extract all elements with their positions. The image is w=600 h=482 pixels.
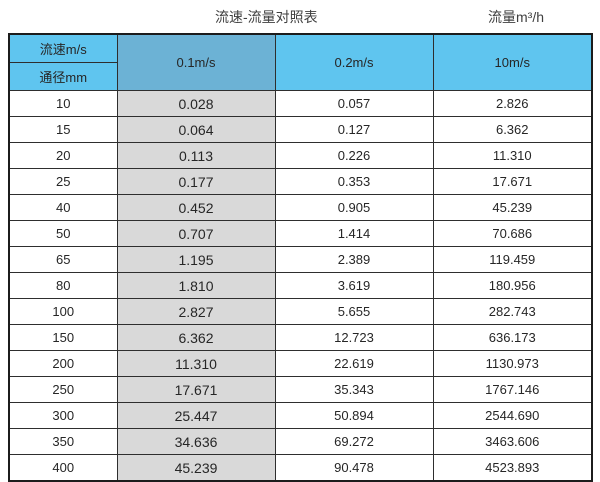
diameter-cell: 40 [8,194,118,221]
diameter-cell: 200 [8,350,118,377]
flow-0.2ms-cell: 12.723 [274,324,434,351]
diameter-cell: 15 [8,116,118,143]
diameter-cell: 20 [8,142,118,169]
flow-0.2ms-cell: 0.353 [274,168,434,195]
flow-0.1ms-cell: 0.113 [116,142,276,169]
flow-0.1ms-cell: 45.239 [116,454,276,482]
flow-10ms-cell: 45.239 [432,194,593,221]
table-header: 流速m/s 0.1m/s 0.2m/s 10m/s 通径mm [8,33,593,91]
flow-10ms-cell: 11.310 [432,142,593,169]
table-row: 10 0.028 0.057 2.826 [8,90,593,117]
flow-0.2ms-cell: 22.619 [274,350,434,377]
table-body: 10 0.028 0.057 2.826 15 0.064 0.127 6.362 20 0.11… [8,90,593,482]
diameter-cell: 50 [8,220,118,247]
header-row-1: 流速m/s 0.1m/s 0.2m/s 10m/s [8,33,593,91]
table-row: 250 17.671 35.343 1767.146 [8,376,593,403]
flow-10ms-cell: 4523.893 [432,454,593,482]
diameter-cell: 100 [8,298,118,325]
flow-10ms-cell: 1767.146 [432,376,593,403]
header-row-2: 通径mm [8,62,592,91]
flow-0.2ms-cell: 0.127 [274,116,434,143]
diameter-cell: 350 [8,428,118,455]
table-row: 20 0.113 0.226 11.310 [8,142,593,169]
diameter-cell: 10 [8,90,118,117]
flow-0.1ms-cell: 0.177 [116,168,276,195]
title-bar: 流速-流量对照表 流量m³/h [0,0,600,33]
flow-0.2ms-cell: 0.905 [274,194,434,221]
diameter-cell: 400 [8,454,118,482]
flow-0.1ms-cell: 11.310 [116,350,276,377]
header-col-10ms: 10m/s [432,33,593,91]
table-row: 150 6.362 12.723 636.173 [8,324,593,351]
table-row: 300 25.447 50.894 2544.690 [8,402,593,429]
table-row: 350 34.636 69.272 3463.606 [8,428,593,455]
table-row: 50 0.707 1.414 70.686 [8,220,593,247]
flow-0.1ms-cell: 25.447 [116,402,276,429]
flow-10ms-cell: 2.826 [432,90,593,117]
flow-0.1ms-cell: 2.827 [116,298,276,325]
flow-0.1ms-cell: 1.195 [116,246,276,273]
flow-0.2ms-cell: 1.414 [274,220,434,247]
table-row: 400 45.239 90.478 4523.893 [8,454,593,482]
flow-0.2ms-cell: 69.272 [274,428,434,455]
flow-0.1ms-cell: 6.362 [116,324,276,351]
flow-0.1ms-cell: 17.671 [116,376,276,403]
table-row: 15 0.064 0.127 6.362 [8,116,593,143]
flow-10ms-cell: 2544.690 [432,402,593,429]
flow-0.2ms-cell: 50.894 [274,402,434,429]
flow-0.2ms-cell: 0.226 [274,142,434,169]
flow-0.1ms-cell: 0.028 [116,90,276,117]
flow-10ms-cell: 282.743 [432,298,593,325]
diameter-cell: 65 [8,246,118,273]
flow-10ms-cell: 3463.606 [432,428,593,455]
flow-0.2ms-cell: 35.343 [274,376,434,403]
table-row: 200 11.310 22.619 1130.973 [8,350,593,377]
table-row: 25 0.177 0.353 17.671 [8,168,593,195]
flow-10ms-cell: 70.686 [432,220,593,247]
table-row: 100 2.827 5.655 282.743 [8,298,593,325]
flow-10ms-cell: 636.173 [432,324,593,351]
flow-rate-table: 流速m/s 0.1m/s 0.2m/s 10m/s 通径mm 10 0.028 0.… [8,33,593,482]
table-row: 40 0.452 0.905 45.239 [8,194,593,221]
header-velocity-label: 流速m/s [8,33,118,63]
flow-10ms-cell: 6.362 [432,116,593,143]
flow-0.2ms-cell: 2.389 [274,246,434,273]
flow-0.2ms-cell: 90.478 [274,454,434,482]
diameter-cell: 150 [8,324,118,351]
flow-0.1ms-cell: 0.064 [116,116,276,143]
header-col-0.1ms: 0.1m/s [116,33,276,91]
flow-10ms-cell: 17.671 [432,168,593,195]
flow-0.1ms-cell: 34.636 [116,428,276,455]
flow-0.2ms-cell: 0.057 [274,90,434,117]
flow-0.1ms-cell: 1.810 [116,272,276,299]
flow-0.1ms-cell: 0.452 [116,194,276,221]
table-row: 80 1.810 3.619 180.956 [8,272,593,299]
diameter-cell: 300 [8,402,118,429]
header-diameter-label: 通径mm [8,62,118,91]
flow-10ms-cell: 180.956 [432,272,593,299]
flow-0.2ms-cell: 5.655 [274,298,434,325]
header-col-0.2ms: 0.2m/s [274,33,434,91]
flow-10ms-cell: 1130.973 [432,350,593,377]
diameter-cell: 80 [8,272,118,299]
flow-0.2ms-cell: 3.619 [274,272,434,299]
page-title: 流速-流量对照表 [215,9,318,25]
unit-label: 流量m³/h [488,9,544,25]
flow-10ms-cell: 119.459 [432,246,593,273]
diameter-cell: 250 [8,376,118,403]
diameter-cell: 25 [8,168,118,195]
table-row: 65 1.195 2.389 119.459 [8,246,593,273]
flow-0.1ms-cell: 0.707 [116,220,276,247]
